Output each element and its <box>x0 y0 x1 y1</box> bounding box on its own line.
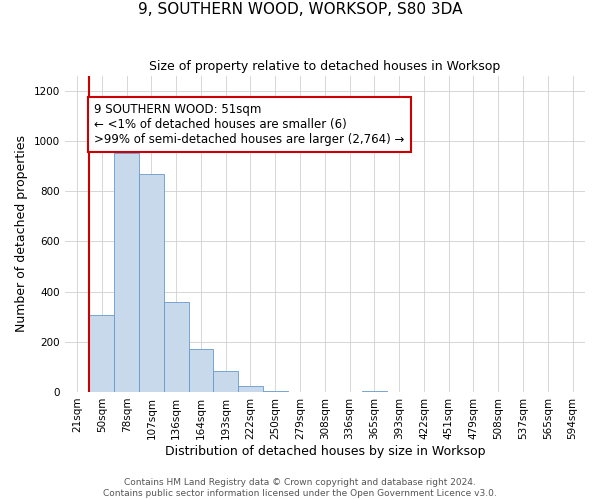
Bar <box>89 314 114 392</box>
Bar <box>214 370 238 392</box>
Text: Contains HM Land Registry data © Crown copyright and database right 2024.
Contai: Contains HM Land Registry data © Crown c… <box>103 478 497 498</box>
Text: 9, SOUTHERN WOOD, WORKSOP, S80 3DA: 9, SOUTHERN WOOD, WORKSOP, S80 3DA <box>138 2 462 18</box>
Bar <box>114 154 139 392</box>
Bar <box>238 386 263 392</box>
Title: Size of property relative to detached houses in Worksop: Size of property relative to detached ho… <box>149 60 500 73</box>
Bar <box>188 350 214 392</box>
Bar <box>139 174 164 392</box>
Bar <box>164 302 188 392</box>
Text: 9 SOUTHERN WOOD: 51sqm
← <1% of detached houses are smaller (6)
>99% of semi-det: 9 SOUTHERN WOOD: 51sqm ← <1% of detached… <box>94 103 405 146</box>
X-axis label: Distribution of detached houses by size in Worksop: Distribution of detached houses by size … <box>164 444 485 458</box>
Y-axis label: Number of detached properties: Number of detached properties <box>15 136 28 332</box>
